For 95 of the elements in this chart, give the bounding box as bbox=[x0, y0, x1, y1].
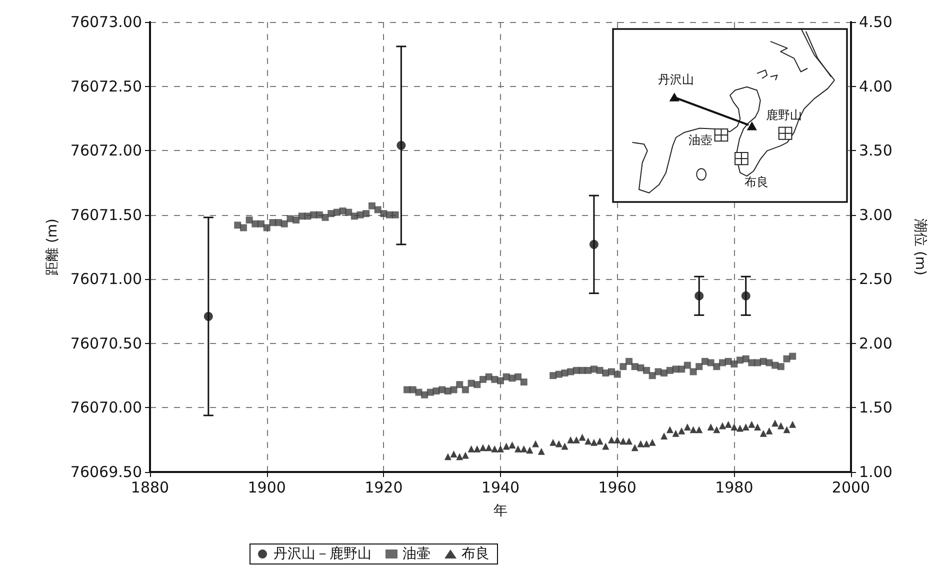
y-axis-title: 距離 (m) bbox=[44, 218, 61, 276]
point bbox=[561, 442, 568, 450]
y-tick-label: 76073.00 bbox=[70, 13, 142, 31]
point bbox=[474, 445, 481, 452]
x-tick-label: 1940 bbox=[481, 478, 520, 496]
point bbox=[567, 436, 574, 444]
point bbox=[684, 424, 691, 430]
point bbox=[514, 445, 522, 452]
annotation: 油壺 bbox=[688, 133, 712, 148]
point bbox=[596, 438, 604, 445]
y2-tick-label: 4.00 bbox=[859, 77, 892, 96]
point bbox=[444, 453, 452, 460]
y-tick-label: 76069.50 bbox=[70, 463, 142, 481]
x-tick-label: 1980 bbox=[715, 478, 754, 496]
y-tick-label: 76070.00 bbox=[70, 398, 142, 417]
point bbox=[748, 420, 756, 428]
point bbox=[742, 424, 750, 430]
point bbox=[643, 440, 650, 448]
x-tick-label: 1920 bbox=[364, 478, 403, 496]
point bbox=[648, 438, 656, 446]
x-tick-label: 1900 bbox=[248, 478, 286, 496]
point bbox=[678, 427, 686, 434]
y-tick-label: 76071.50 bbox=[70, 206, 142, 224]
y-tick-label: 76072.00 bbox=[70, 142, 142, 160]
y-tick-label: 76072.50 bbox=[70, 77, 142, 96]
point bbox=[736, 424, 744, 432]
point bbox=[396, 140, 406, 150]
point bbox=[620, 438, 627, 445]
point bbox=[468, 445, 475, 452]
point bbox=[590, 438, 598, 446]
point bbox=[550, 438, 557, 446]
legend-label: 油壷 bbox=[402, 546, 430, 562]
point bbox=[626, 438, 633, 445]
x-tick-label: 1880 bbox=[130, 478, 170, 496]
point bbox=[730, 424, 738, 430]
point bbox=[690, 426, 697, 434]
point bbox=[532, 440, 540, 448]
y2-axis-title: 潮位 (m) bbox=[912, 218, 928, 276]
point bbox=[608, 436, 615, 444]
point bbox=[707, 424, 714, 430]
point bbox=[724, 420, 732, 428]
point bbox=[491, 445, 498, 452]
point bbox=[760, 430, 767, 437]
point bbox=[789, 420, 796, 428]
point bbox=[637, 440, 644, 448]
x-tick-label: 1960 bbox=[598, 478, 636, 496]
y2-tick-label: 1.00 bbox=[859, 463, 892, 481]
point bbox=[589, 240, 598, 249]
point bbox=[694, 291, 704, 300]
point bbox=[741, 291, 750, 300]
point bbox=[660, 432, 668, 440]
point bbox=[696, 426, 703, 434]
annotation: 鹿野山 bbox=[766, 108, 802, 122]
point bbox=[485, 444, 492, 452]
point bbox=[502, 442, 510, 450]
y2-tick-label: 3.50 bbox=[859, 142, 892, 160]
point bbox=[713, 426, 720, 434]
point bbox=[526, 446, 534, 454]
y-tick-label: 76070.50 bbox=[70, 334, 142, 352]
x-tick-label: 2000 bbox=[832, 478, 870, 496]
point bbox=[450, 450, 458, 458]
point bbox=[584, 438, 592, 445]
y2-tick-label: 3.00 bbox=[859, 206, 892, 224]
point bbox=[766, 427, 773, 434]
point bbox=[754, 424, 762, 430]
point bbox=[538, 448, 545, 455]
point bbox=[718, 422, 726, 430]
annotation: 丹沢山 bbox=[658, 72, 694, 87]
annotation: 布良 bbox=[744, 175, 768, 190]
point bbox=[602, 442, 610, 450]
legend-label: 布良 bbox=[462, 546, 490, 562]
point bbox=[631, 444, 638, 452]
point bbox=[666, 426, 674, 434]
x-axis-title: 年 bbox=[494, 503, 508, 519]
point bbox=[572, 436, 580, 444]
y-tick-label: 76071.00 bbox=[70, 270, 142, 288]
y2-tick-label: 1.50 bbox=[859, 398, 892, 417]
point bbox=[672, 430, 680, 437]
point bbox=[204, 312, 213, 321]
point bbox=[497, 445, 504, 452]
y2-tick-label: 2.50 bbox=[859, 270, 892, 288]
point bbox=[462, 452, 469, 459]
point bbox=[578, 434, 586, 441]
y2-tick-label: 4.50 bbox=[859, 13, 892, 31]
point bbox=[508, 442, 516, 448]
legend-label: 丹沢山－鹿野山 bbox=[274, 546, 372, 562]
point bbox=[777, 422, 784, 430]
point bbox=[555, 440, 562, 448]
point bbox=[479, 444, 486, 452]
point bbox=[783, 426, 790, 434]
point bbox=[614, 436, 621, 444]
y2-tick-label: 2.00 bbox=[859, 334, 892, 352]
point bbox=[772, 420, 779, 427]
point bbox=[520, 445, 528, 452]
point bbox=[456, 453, 464, 460]
